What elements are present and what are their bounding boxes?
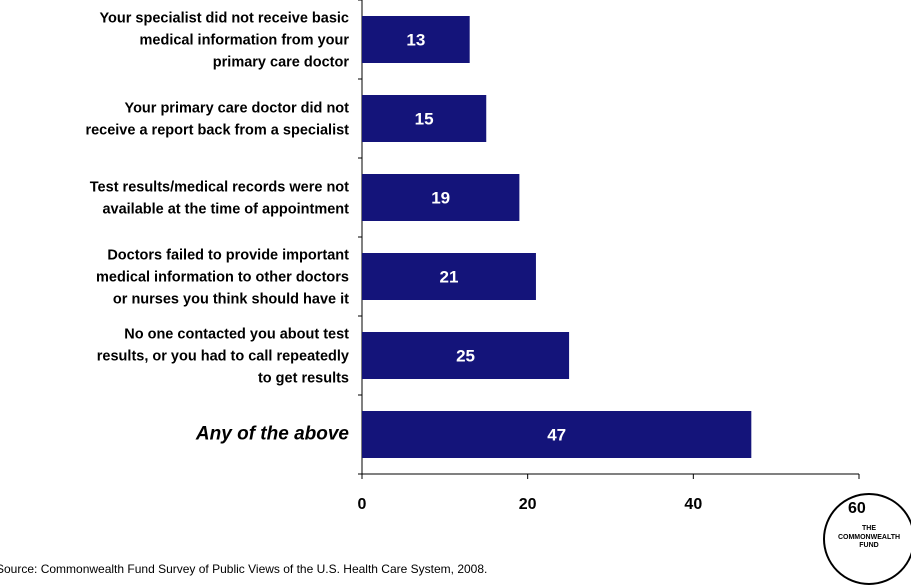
source-note: Source: Commonwealth Fund Survey of Publ… <box>0 562 488 576</box>
category-label-line: to get results <box>258 371 349 387</box>
bar-4 <box>362 332 570 379</box>
bar-0 <box>362 16 470 63</box>
category-label-line: No one contacted you about test <box>124 327 349 343</box>
category-label-line: Doctors failed to provide important <box>107 248 349 264</box>
x-tick-label-40: 40 <box>684 496 702 513</box>
commonwealth-fund-logo: THE COMMONWEALTH FUND <box>823 493 911 585</box>
category-label-line: or nurses you think should have it <box>113 292 349 308</box>
category-label-5: Any of the above <box>195 424 350 445</box>
category-label-4: No one contacted you about test results, … <box>97 327 349 387</box>
category-label-line: receive a report back from a specialist <box>85 123 349 139</box>
x-tick-label-0: 0 <box>358 496 367 513</box>
category-label-line: Any of the above <box>195 424 350 445</box>
x-tick-label-60: 60 <box>848 500 866 517</box>
bar-value-label-2: 19 <box>431 189 450 208</box>
bar-value-label-0: 13 <box>406 31 425 50</box>
bar-2 <box>362 174 520 221</box>
bar-value-label-4: 25 <box>456 347 475 366</box>
category-label-2: Test results/medical records were not ava… <box>90 180 349 218</box>
bar-value-label-3: 21 <box>440 268 459 287</box>
bar-1 <box>362 95 487 142</box>
category-label-line: medical information from your <box>140 33 350 49</box>
bar-value-label-5: 47 <box>547 426 566 445</box>
category-label-line: results, or you had to call repeatedly <box>97 349 349 365</box>
bar-value-label-1: 15 <box>415 110 434 129</box>
category-label-line: primary care doctor <box>213 55 350 71</box>
category-label-line: Your primary care doctor did not <box>124 101 349 117</box>
category-label-0: Your specialist did not receive basic med… <box>99 11 349 71</box>
bar-3 <box>362 253 536 300</box>
category-label-line: medical information to other doctors <box>96 270 349 286</box>
x-tick-label-20: 20 <box>519 496 537 513</box>
category-label-line: Your specialist did not receive basic <box>99 11 349 27</box>
logo-text: THE COMMONWEALTH FUND <box>837 525 901 549</box>
category-label-3: Doctors failed to provide important medic… <box>96 248 349 308</box>
category-label-1: Your primary care doctor did not receive … <box>85 101 349 139</box>
bar-5 <box>362 411 752 458</box>
category-label-line: available at the time of appointment <box>102 202 349 218</box>
category-label-line: Test results/medical records were not <box>90 180 349 196</box>
